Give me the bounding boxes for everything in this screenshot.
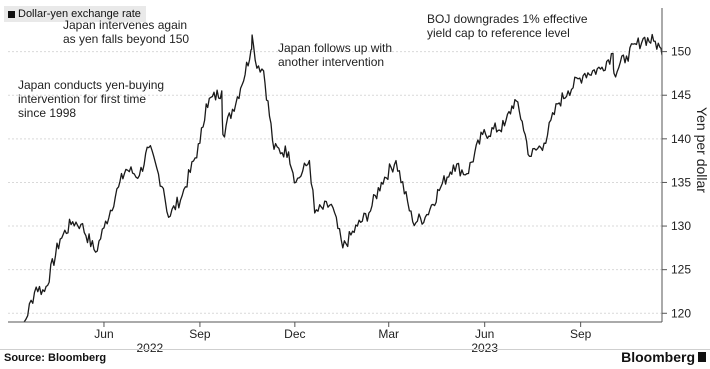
legend-swatch xyxy=(8,10,15,18)
x-tick-label: Jun xyxy=(94,327,113,341)
x-year-label: 2022 xyxy=(137,341,164,355)
y-tick-label: 145 xyxy=(671,88,691,102)
y-tick-label: 150 xyxy=(671,45,691,59)
x-tick-label: Mar xyxy=(378,327,399,341)
legend: Dollar-yen exchange rate xyxy=(4,6,146,22)
annotation-follow-up-intervention: Japan follows up with another interventi… xyxy=(278,41,393,69)
y-tick-label: 130 xyxy=(671,219,691,233)
source-text: Source: Bloomberg xyxy=(4,352,107,364)
y-tick-label: 135 xyxy=(671,175,691,189)
price-line-group xyxy=(23,33,662,322)
legend-label: Dollar-yen exchange rate xyxy=(18,8,141,20)
x-year-label: 2023 xyxy=(471,341,498,355)
x-axis: Jun Sep Dec Mar Jun Sep 2022 2023 xyxy=(8,321,662,355)
gridlines xyxy=(8,51,662,314)
y-tick-label: 120 xyxy=(671,306,691,320)
brand-name: Bloomberg xyxy=(621,349,695,365)
brand-terminal-icon xyxy=(698,352,706,362)
y-tick-label: 140 xyxy=(671,132,691,146)
footer-divider xyxy=(0,349,710,350)
series-line xyxy=(23,33,662,322)
x-tick-label: Sep xyxy=(570,327,592,341)
x-tick-label: Dec xyxy=(284,327,305,341)
annotation-first-intervention: Japan conducts yen-buying intervention f… xyxy=(18,78,165,120)
y-axis-label: Yen per dollar xyxy=(694,107,710,193)
brand-logo: Bloomberg xyxy=(621,349,706,365)
y-axis: 120 125 130 135 140 145 150 xyxy=(661,8,691,322)
annotation-boj-yield-cap: BOJ downgrades 1% effective yield cap to… xyxy=(427,12,588,40)
annotation-second-intervention: Japan intervenes again as yen falls beyo… xyxy=(63,18,190,46)
x-tick-label: Sep xyxy=(189,327,211,341)
x-tick-label: Jun xyxy=(475,327,494,341)
y-tick-label: 125 xyxy=(671,263,691,277)
